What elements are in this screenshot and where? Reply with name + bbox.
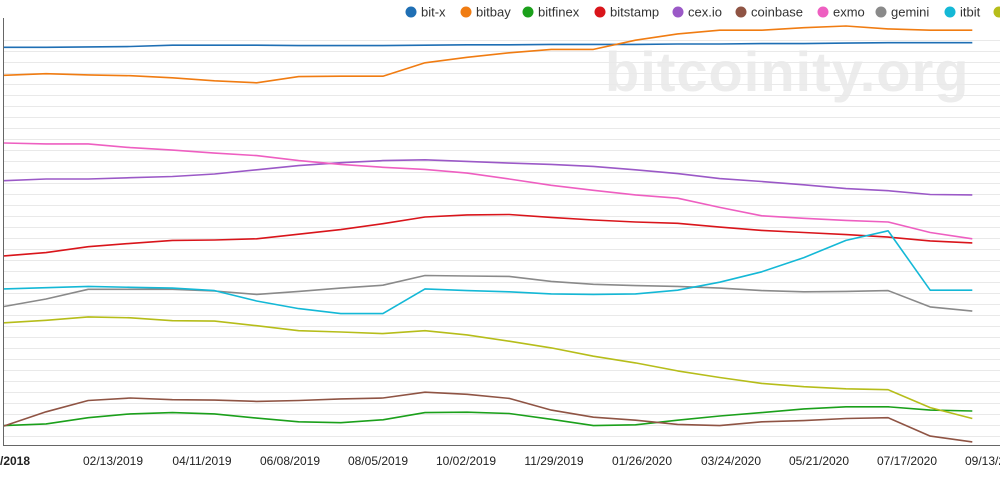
series-line-gemini	[3, 274, 973, 312]
legend-item[interactable]	[993, 6, 1000, 18]
legend-swatch	[944, 6, 956, 18]
series-line-bitbay	[3, 25, 973, 84]
legend-swatch	[875, 6, 887, 18]
legend-label: bitstamp	[610, 5, 659, 20]
x-axis-ticks: /2018 02/13/2019 04/11/2019 06/08/2019 08/05…	[0, 454, 1000, 468]
legend-label: exmo	[833, 5, 865, 20]
legend-swatch	[735, 6, 747, 18]
legend-swatch	[993, 6, 1000, 18]
series-lines	[3, 25, 973, 443]
legend-label: bitfinex	[538, 5, 580, 20]
x-tick-label: 08/05/2019	[348, 454, 408, 468]
x-tick-label: 04/11/2019	[172, 454, 231, 468]
watermark-text: bitcoinity.org	[605, 40, 970, 103]
legend-item[interactable]: exmo	[817, 5, 865, 20]
x-tick-label: 03/24/2020	[701, 454, 761, 468]
legend-swatch	[522, 6, 534, 18]
legend-swatch	[405, 6, 417, 18]
legend-swatch	[672, 6, 684, 18]
x-tick-label: 11/29/2019	[524, 454, 583, 468]
legend-label: coinbase	[751, 5, 803, 20]
x-tick-label: 06/08/2019	[260, 454, 320, 468]
grid	[3, 40, 1000, 437]
axes	[3, 18, 1000, 446]
legend-item[interactable]: bitstamp	[594, 5, 660, 20]
legend-swatch	[460, 6, 472, 18]
legend-swatch	[817, 6, 829, 18]
legend-item[interactable]: gemini	[875, 5, 930, 20]
series-line-itbit	[3, 230, 973, 315]
legend-item[interactable]: coinbase	[735, 5, 804, 20]
legend-label: itbit	[960, 5, 981, 20]
series-line-bitstamp	[3, 213, 973, 257]
series-line-coinbase	[3, 391, 973, 443]
series-line-cex-io	[3, 159, 973, 196]
legend: bit-x bitbay bitfinex bitstamp cex.io coinbas…	[405, 5, 1000, 20]
x-tick-label: 10/02/2019	[436, 454, 496, 468]
x-tick-label: 05/21/2020	[789, 454, 849, 468]
series-line-bitfinex	[3, 405, 973, 427]
x-tick-label: /2018	[0, 454, 30, 468]
x-tick-label: 02/13/2019	[83, 454, 143, 468]
x-tick-label: 09/13/2020	[965, 454, 1000, 468]
legend-item[interactable]: itbit	[944, 5, 981, 20]
legend-item[interactable]: bitfinex	[522, 5, 580, 20]
legend-swatch	[594, 6, 606, 18]
series-line-series-9	[3, 316, 973, 420]
legend-item[interactable]: cex.io	[672, 5, 722, 20]
series-line-bit-x	[4, 41, 973, 49]
legend-label: cex.io	[688, 5, 722, 20]
legend-item[interactable]: bit-x	[405, 5, 447, 20]
x-tick-label: 01/26/2020	[612, 454, 672, 468]
legend-label: bitbay	[476, 5, 511, 20]
legend-label: gemini	[891, 5, 929, 20]
legend-label: bit-x	[421, 5, 446, 20]
series-line-exmo	[3, 142, 973, 240]
legend-item[interactable]: bitbay	[460, 5, 512, 20]
x-tick-label: 07/17/2020	[877, 454, 937, 468]
